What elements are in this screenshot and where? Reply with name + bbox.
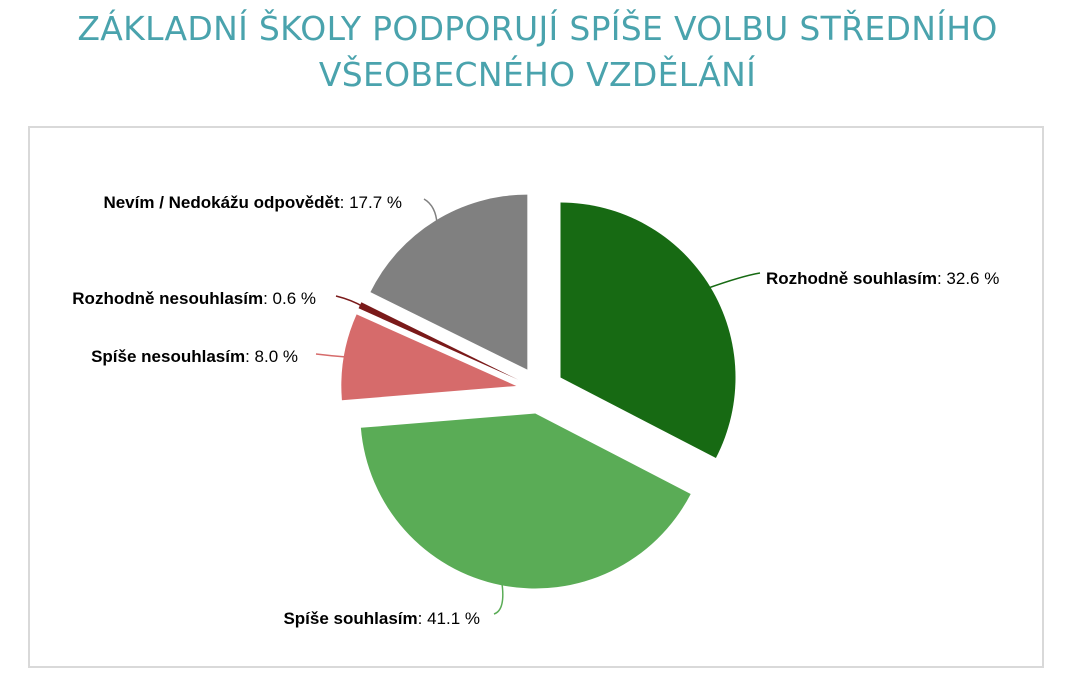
chart-title-line-1: ZÁKLADNÍ ŠKOLY PODPORUJÍ SPÍŠE VOLBU STŘ… [77,9,998,48]
pie-slice [360,413,691,589]
leader-line [315,353,348,358]
leader-line [335,295,364,308]
leader-line [423,198,438,225]
slice-label-value: : 8.0 % [245,347,298,366]
pie-slice [560,202,736,458]
slice-label-value: : 0.6 % [263,289,316,308]
pie-slice [358,302,519,380]
slice-label-value: : 32.6 % [937,269,999,288]
slice-label-value: : 17.7 % [340,193,402,212]
slice-label: Nevím / Nedokážu odpovědět: 17.7 % [103,193,402,212]
chart-title: ZÁKLADNÍ ŠKOLY PODPORUJÍ SPÍŠE VOLBU STŘ… [0,6,1075,98]
pie-slice [341,314,517,401]
slice-label: Spíše souhlasím: 41.1 % [283,609,480,628]
pie-slice [370,194,528,370]
slice-label: Spíše nesouhlasím: 8.0 % [91,347,298,366]
slice-label-name: Nevím / Nedokážu odpovědět [103,193,339,212]
slice-label-value: : 41.1 % [418,609,480,628]
slice-label-name: Spíše souhlasím [283,609,417,628]
slice-label: Rozhodně nesouhlasím: 0.6 % [72,289,316,308]
slice-label: Rozhodně souhlasím: 32.6 % [766,269,999,288]
leader-line [706,272,761,290]
chart-title-line-2: VŠEOBECNÉHO VZDĚLÁNÍ [318,55,757,94]
slice-label-name: Rozhodně nesouhlasím [72,289,263,308]
slice-label-name: Rozhodně souhlasím [766,269,937,288]
leader-line [493,581,504,615]
slice-label-name: Spíše nesouhlasím [91,347,245,366]
chart-frame [28,126,1044,668]
